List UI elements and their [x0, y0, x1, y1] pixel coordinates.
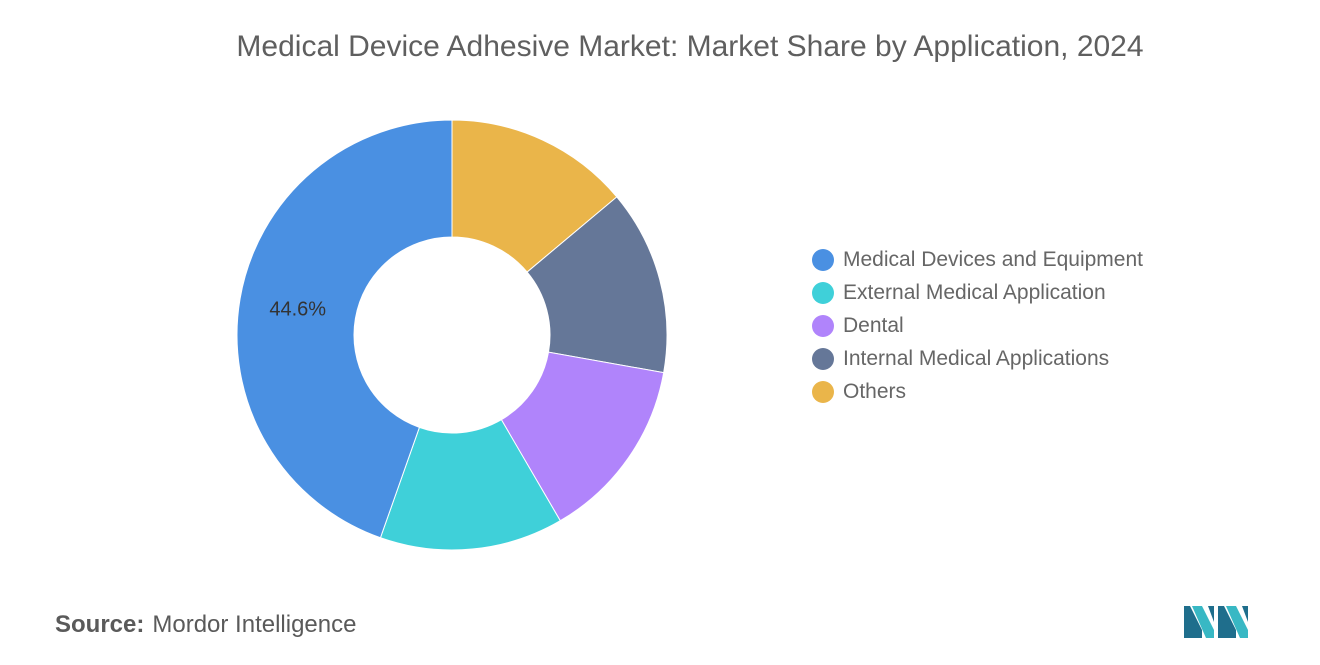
- donut-slice: [526, 196, 668, 374]
- legend-label: Internal Medical Applications: [843, 346, 1110, 370]
- legend-label: Medical Devices and Equipment: [843, 247, 1143, 271]
- donut-slice: [379, 418, 561, 551]
- donut-slice: [451, 119, 618, 273]
- source-label: Source:: [55, 611, 145, 638]
- legend-item: Internal Medical Applications: [812, 342, 1143, 375]
- legend-swatch: [812, 281, 834, 304]
- legend-swatch: [812, 314, 834, 337]
- legend-label: Dental: [843, 313, 904, 337]
- legend-swatch: [812, 248, 834, 271]
- chart-title: Medical Device Adhesive Market: Market S…: [236, 30, 1144, 63]
- legend-label: External Medical Application: [843, 280, 1106, 304]
- legend-swatch: [812, 380, 834, 403]
- legend-swatch: [812, 347, 834, 370]
- donut-slice: [236, 119, 453, 539]
- source-value: Mordor Intelligence: [152, 611, 357, 638]
- legend-item: Dental: [812, 309, 1143, 342]
- legend-label: Others: [843, 379, 907, 403]
- slice-data-label: 44.6%: [269, 299, 326, 321]
- legend-item: External Medical Application: [812, 276, 1143, 309]
- mordor-intelligence-logo: [1184, 606, 1248, 638]
- donut-slice: [500, 351, 665, 522]
- source-note: Source: Mordor Intelligence: [55, 611, 356, 639]
- legend: Medical Devices and Equipment External Me…: [812, 243, 1143, 408]
- donut-chart: 44.6%: [236, 119, 668, 551]
- legend-item: Others: [812, 375, 1143, 408]
- legend-item: Medical Devices and Equipment: [812, 243, 1143, 276]
